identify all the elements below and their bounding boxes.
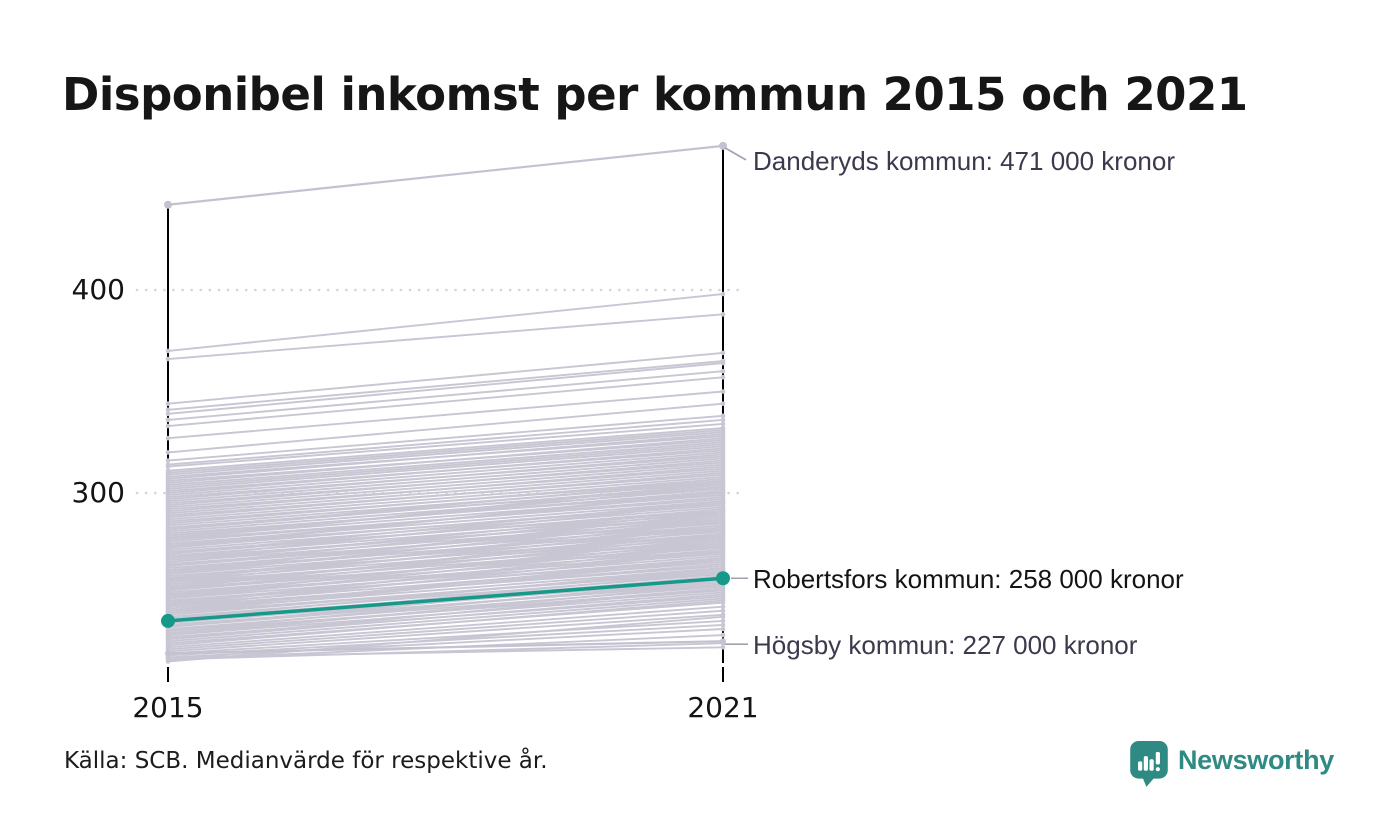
source-note: Källa: SCB. Medianvärde för respektive å… xyxy=(64,748,548,774)
y-axis-tick-400: 400 xyxy=(71,273,125,306)
annotation-robertsfors: Robertsfors kommun: 258 000 kronor xyxy=(753,564,1184,595)
x-axis-tick-2021: 2021 xyxy=(687,691,759,724)
bar-chart-pin-icon xyxy=(1130,741,1168,794)
y-axis-tick-300: 300 xyxy=(71,476,125,509)
brand-name: Newsworthy xyxy=(1177,745,1334,775)
brand-logo: Newsworthy xyxy=(1130,741,1334,794)
annotation-danderyd: Danderyds kommun: 471 000 kronor xyxy=(753,145,1176,176)
page-title: Disponibel inkomst per kommun 2015 och 2… xyxy=(62,68,1248,121)
annotation-hogsby: Högsby kommun: 227 000 kronor xyxy=(753,630,1138,661)
x-axis-tick-2015: 2015 xyxy=(132,691,204,724)
